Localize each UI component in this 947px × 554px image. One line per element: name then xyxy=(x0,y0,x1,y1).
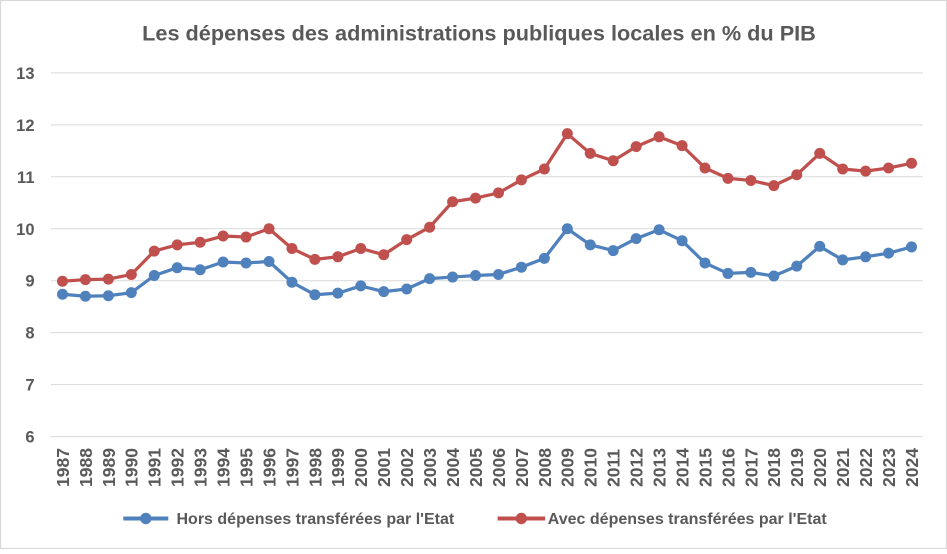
svg-text:2018: 2018 xyxy=(764,448,784,487)
svg-text:Les dépenses des administratio: Les dépenses des administrations publiqu… xyxy=(142,20,816,45)
svg-text:2022: 2022 xyxy=(856,448,876,487)
svg-text:2015: 2015 xyxy=(695,448,715,487)
svg-text:10: 10 xyxy=(16,221,34,239)
svg-text:11: 11 xyxy=(17,169,34,187)
svg-text:13: 13 xyxy=(16,65,34,83)
svg-text:2003: 2003 xyxy=(420,448,440,487)
svg-text:8: 8 xyxy=(25,325,34,343)
svg-text:1992: 1992 xyxy=(168,448,188,487)
svg-text:2002: 2002 xyxy=(397,448,417,487)
svg-text:1999: 1999 xyxy=(328,448,348,487)
svg-text:2017: 2017 xyxy=(741,448,761,487)
svg-text:2019: 2019 xyxy=(787,448,807,487)
svg-text:1987: 1987 xyxy=(53,448,73,487)
svg-text:7: 7 xyxy=(25,377,34,395)
svg-text:1997: 1997 xyxy=(282,448,302,487)
svg-text:2001: 2001 xyxy=(374,448,394,487)
svg-text:Hors dépenses transférées par: Hors dépenses transférées par l'Etat xyxy=(177,511,455,528)
svg-text:1994: 1994 xyxy=(214,448,234,487)
svg-text:2013: 2013 xyxy=(650,448,670,487)
svg-text:1989: 1989 xyxy=(99,448,119,487)
svg-text:2012: 2012 xyxy=(627,448,647,487)
svg-text:1990: 1990 xyxy=(122,448,142,487)
svg-text:2007: 2007 xyxy=(512,448,532,487)
svg-text:2011: 2011 xyxy=(604,449,624,487)
svg-text:1991: 1991 xyxy=(145,448,165,487)
svg-text:Avec dépenses transférées par: Avec dépenses transférées par l'Etat xyxy=(548,511,828,528)
svg-text:1993: 1993 xyxy=(191,448,211,487)
svg-text:2000: 2000 xyxy=(351,448,371,487)
svg-text:2021: 2021 xyxy=(833,448,853,487)
svg-text:1995: 1995 xyxy=(236,448,256,487)
svg-text:2005: 2005 xyxy=(466,448,486,487)
svg-text:1996: 1996 xyxy=(259,448,279,487)
svg-text:2006: 2006 xyxy=(489,448,509,487)
svg-text:2009: 2009 xyxy=(558,448,578,487)
svg-text:2008: 2008 xyxy=(535,448,555,487)
svg-text:2020: 2020 xyxy=(810,448,830,487)
svg-text:12: 12 xyxy=(16,117,34,135)
svg-text:1988: 1988 xyxy=(76,448,96,487)
svg-text:2014: 2014 xyxy=(672,448,692,487)
svg-text:2016: 2016 xyxy=(718,448,738,487)
svg-text:1998: 1998 xyxy=(305,448,325,487)
svg-text:2010: 2010 xyxy=(581,448,601,487)
svg-text:2023: 2023 xyxy=(879,448,899,487)
svg-text:2004: 2004 xyxy=(443,448,463,487)
svg-text:6: 6 xyxy=(25,429,34,447)
svg-text:2024: 2024 xyxy=(902,448,922,487)
svg-text:9: 9 xyxy=(25,273,34,291)
